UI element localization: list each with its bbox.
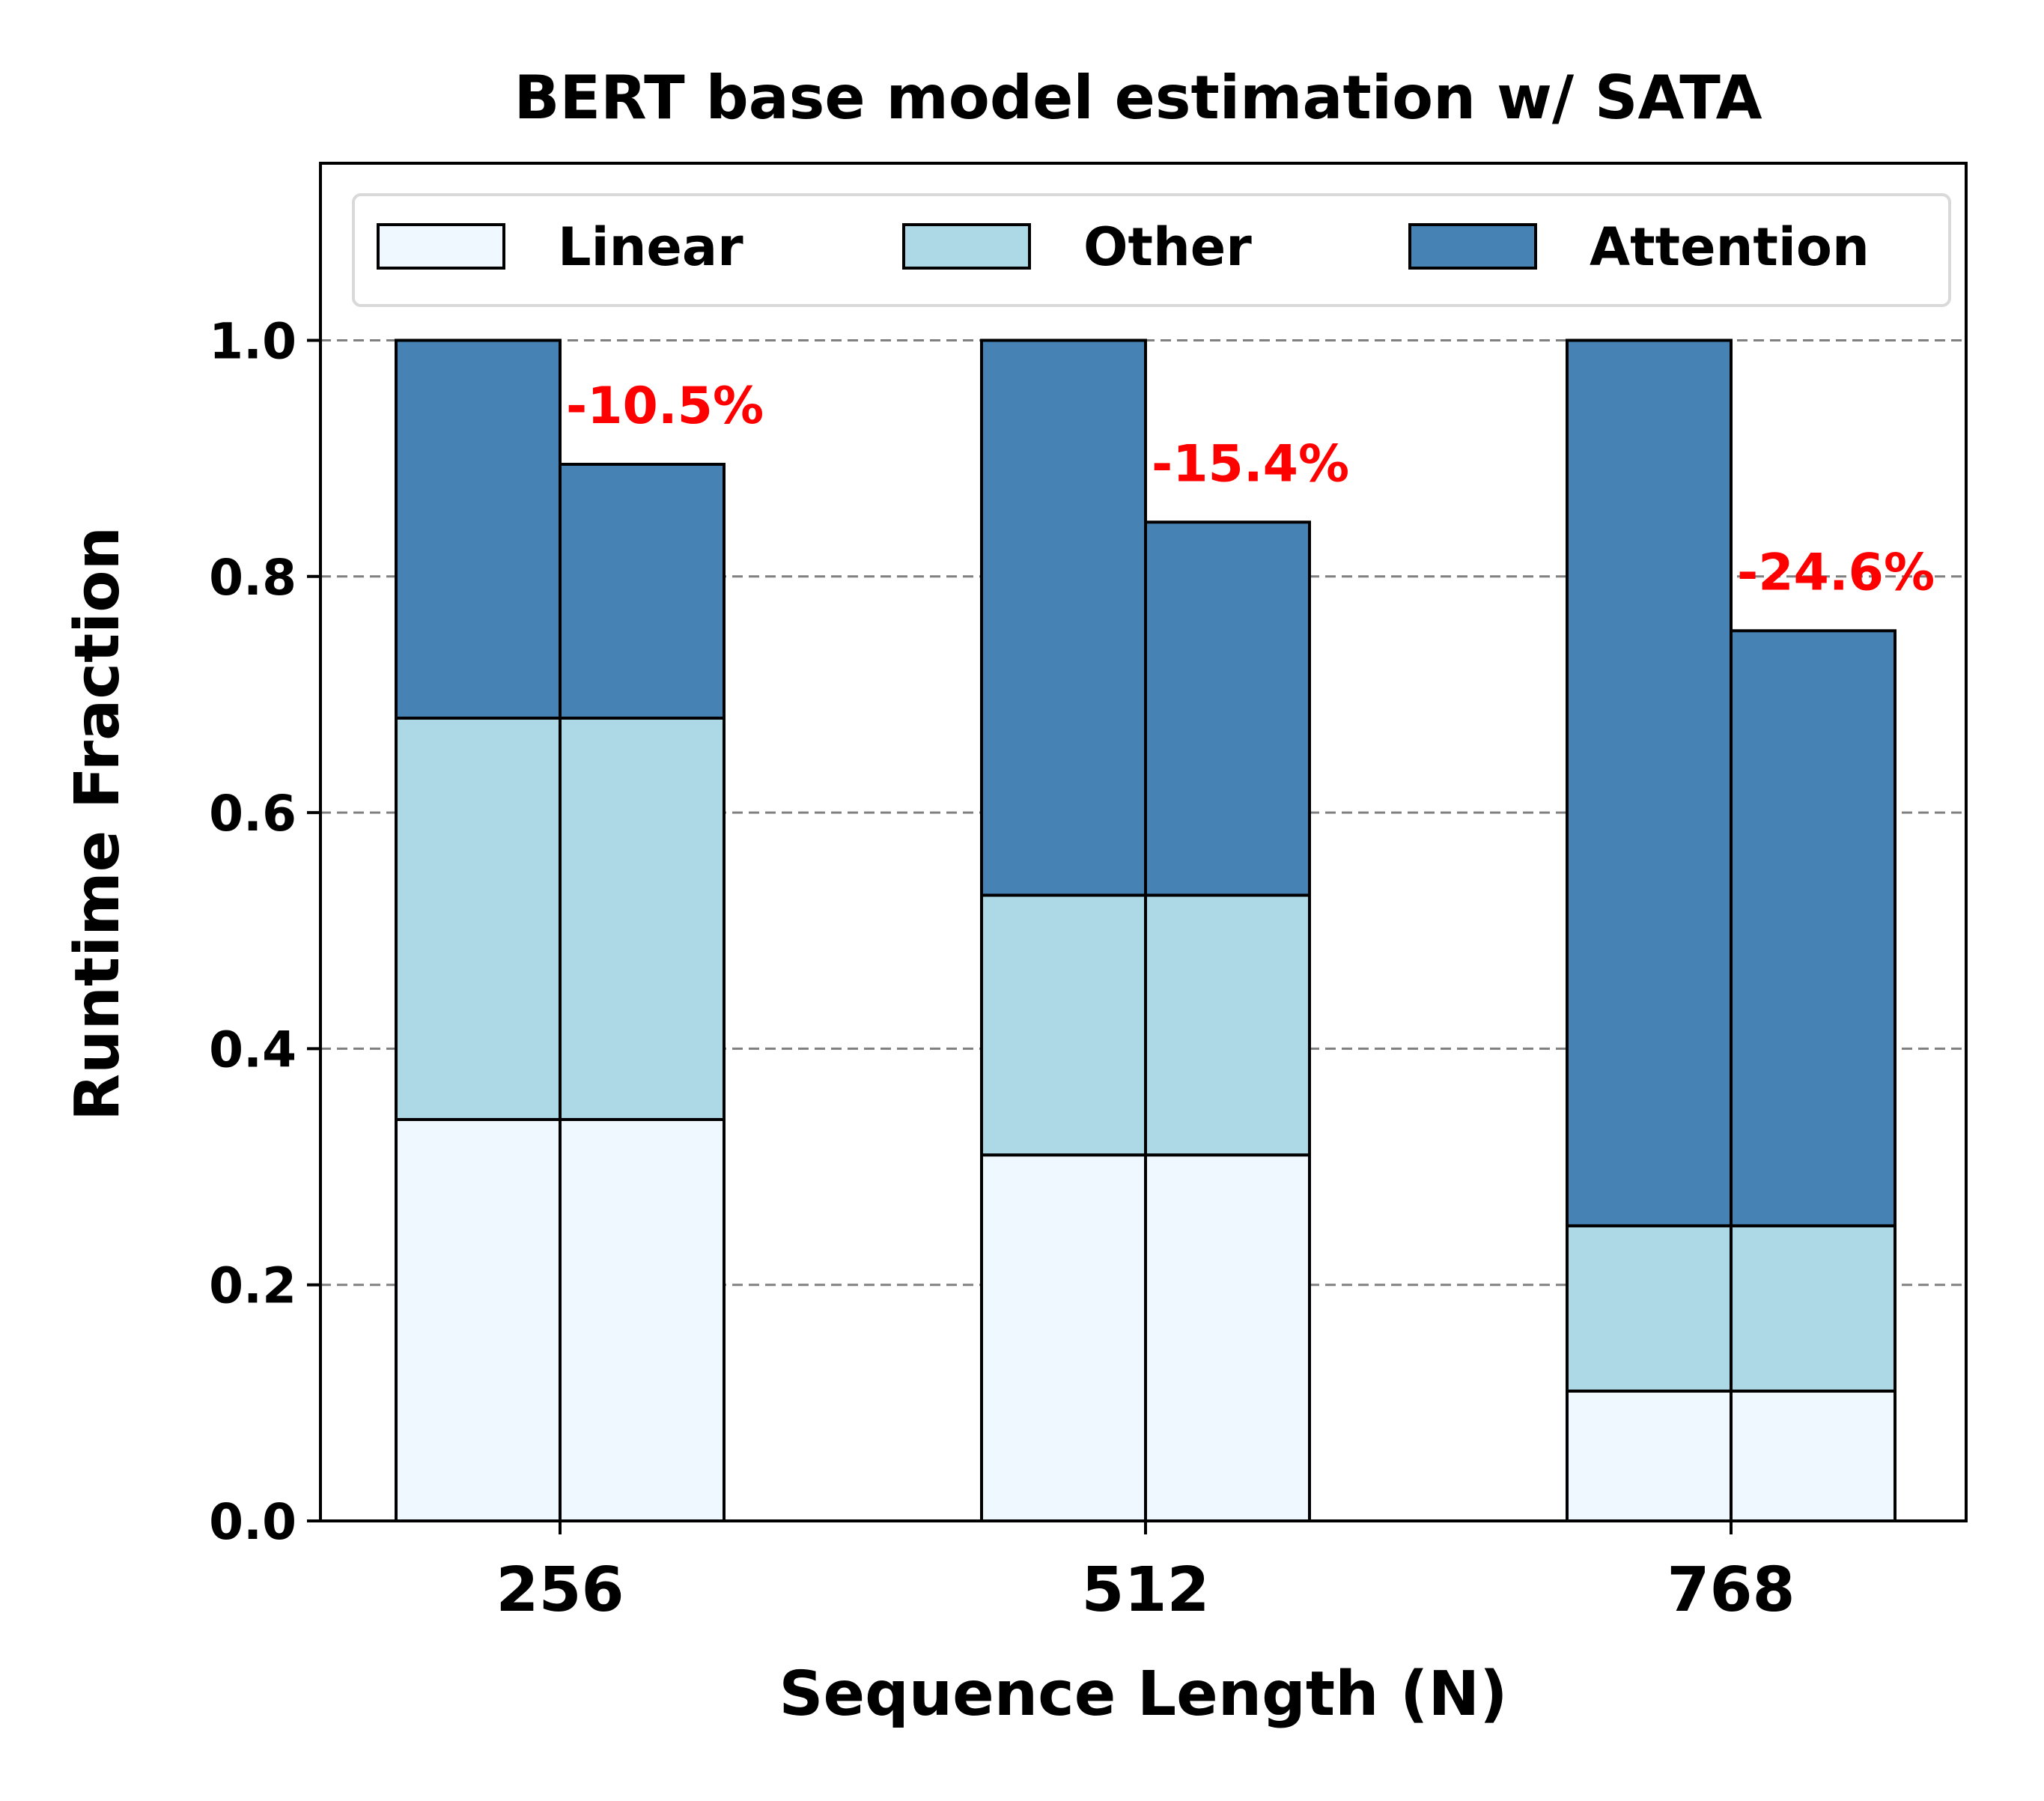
bars-layer [395, 338, 1897, 1523]
bar-segment-attention-256-sata [559, 463, 726, 720]
y-tick-label: 0.8 [209, 549, 296, 607]
legend-swatch-attention [1408, 223, 1537, 270]
legend-label-linear: Linear [558, 216, 743, 278]
reduction-annotation-768: -24.6% [1737, 543, 1935, 602]
legend: Linear Other Attention [352, 193, 1951, 307]
bar-segment-other-512-baseline [980, 893, 1147, 1157]
legend-frame [352, 193, 1951, 307]
y-axis-label: Runtime Fraction [62, 526, 133, 1121]
bar-segment-attention-768-baseline [1566, 338, 1733, 1227]
y-tick-label: 0.0 [209, 1493, 296, 1551]
bar-segment-attention-512-baseline [980, 338, 1147, 897]
axis-layer: 0.0 0.2 0.4 0.6 0.8 1.0 256 512 768 [209, 312, 1795, 1626]
x-tick-label: 768 [1667, 1555, 1795, 1626]
bar-segment-linear-512-sata [1144, 1153, 1311, 1523]
legend-swatch-other [902, 223, 1031, 270]
y-tick-label: 1.0 [209, 312, 296, 370]
bar-segment-attention-512-sata [1144, 520, 1311, 897]
plot-frame [319, 162, 1968, 1522]
y-tick-label: 0.6 [209, 785, 296, 842]
legend-swatch-linear [377, 223, 505, 270]
bar-segment-other-256-baseline [395, 716, 562, 1121]
legend-label-other: Other [1083, 216, 1252, 278]
bar-segment-linear-512-baseline [980, 1153, 1147, 1523]
x-tick-label: 512 [1081, 1555, 1209, 1626]
y-tick-label: 0.4 [209, 1021, 296, 1078]
x-tick-label: 256 [496, 1555, 624, 1626]
bar-segment-other-768-sata [1730, 1224, 1897, 1393]
bar-segment-linear-768-sata [1730, 1389, 1897, 1523]
bar-segment-other-512-sata [1144, 893, 1311, 1157]
bar-segment-attention-256-baseline [395, 338, 562, 720]
x-axis-label: Sequence Length (N) [779, 1659, 1507, 1730]
bar-segment-linear-256-sata [559, 1117, 726, 1523]
chart-title: BERT base model estimation w/ SATA [514, 63, 1762, 133]
y-tick-label: 0.2 [209, 1257, 296, 1315]
bar-segment-linear-256-baseline [395, 1117, 562, 1523]
annotation-layer: -10.5% -15.4% -24.6% [566, 377, 1935, 602]
bar-segment-other-256-sata [559, 716, 726, 1121]
bar-segment-linear-768-baseline [1566, 1389, 1733, 1523]
reduction-annotation-256: -10.5% [566, 377, 764, 436]
bar-segment-attention-768-sata [1730, 629, 1897, 1227]
legend-label-attention: Attention [1590, 216, 1870, 278]
bar-segment-other-768-baseline [1566, 1224, 1733, 1393]
reduction-annotation-512: -15.4% [1152, 434, 1349, 493]
